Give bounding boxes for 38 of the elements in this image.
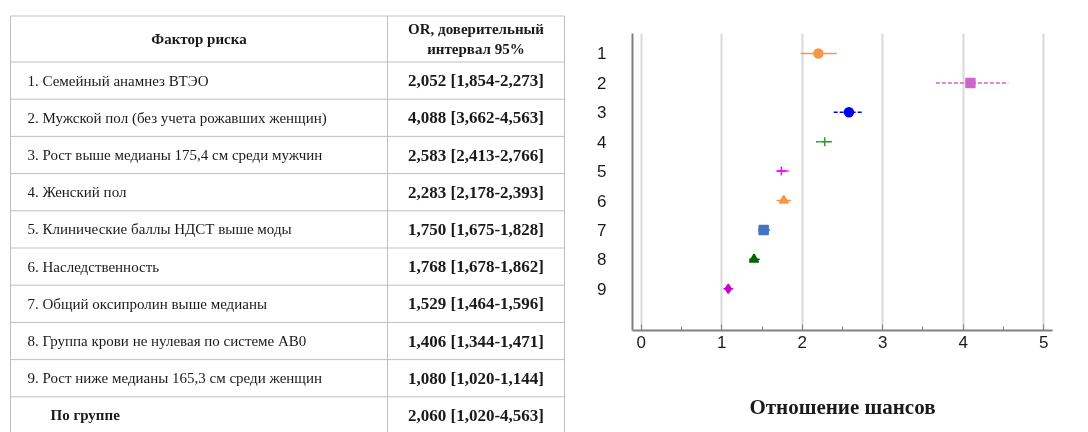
y-tick-label: 8 (597, 250, 607, 270)
text: 1,080 [1,020-1,144] (408, 368, 544, 388)
text: OR, доверительный интервал 95% (408, 21, 545, 57)
category-label: 8. Группа крови не нулевая по системе АВ0 (27, 333, 307, 349)
category-label: 4. Женский пол (27, 184, 127, 201)
category-label: 9. Рост ниже медианы 165,3 см среди женщин (27, 370, 322, 387)
x-tick-label: 0 (636, 332, 647, 352)
x-tick-label: 2 (797, 332, 808, 352)
y-tick-label: 6 (597, 191, 607, 211)
x-axis-title: Отношение шансов (749, 394, 936, 419)
category-label: 7. Общий оксипролин выше медианы (27, 295, 268, 312)
category-label: 3. Рост выше медианы 175,4 см среди мужчин (27, 147, 323, 163)
category-label: По группе (50, 407, 121, 424)
text: 1,529 [1,464-1,596] (408, 294, 544, 314)
text: 4,088 [3,662-4,563] (408, 108, 544, 128)
y-tick-label: 2 (597, 73, 607, 93)
text: Фактор риска (151, 31, 248, 47)
text: 2,283 [2,178-2,393] (408, 182, 544, 202)
text: 1,750 [1,675-1,828] (408, 219, 544, 239)
x-tick-label: 4 (958, 332, 968, 352)
text: 2,583 [2,413-2,766] (408, 145, 544, 165)
x-tick-label: 5 (1038, 332, 1049, 352)
x-tick-label: 1 (717, 332, 727, 352)
text: 1,406 [1,344-1,471] (408, 331, 544, 351)
y-tick-label: 5 (597, 162, 607, 182)
y-tick-label: 7 (597, 220, 607, 240)
text: 1,768 [1,678-1,862] (408, 257, 544, 277)
y-tick-label: 1 (597, 44, 607, 64)
category-label: 6. Наследственность (27, 258, 160, 275)
x-tick-label: 3 (878, 332, 888, 352)
y-tick-label: 4 (597, 132, 607, 152)
y-tick-label: 9 (597, 279, 607, 299)
category-label: 1. Семейный анамнез ВТЭО (27, 72, 209, 89)
text: 2,052 [1,854-2,273] (408, 71, 544, 91)
category-label: 5. Клинические баллы НДСТ выше моды (27, 221, 292, 238)
text: 2,060 [1,020-4,563] (408, 405, 544, 425)
category-label: 2. Мужской пол (без учета рожавших женщин) (27, 109, 327, 127)
y-tick-label: 3 (597, 103, 607, 123)
